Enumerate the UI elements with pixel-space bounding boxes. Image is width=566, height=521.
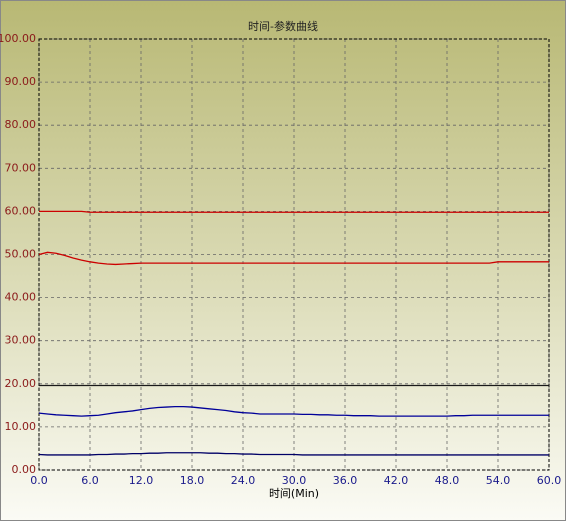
y-tick-label: 70.00: [5, 161, 37, 174]
x-tick-label: 12.0: [129, 474, 154, 487]
x-tick-label: 36.0: [333, 474, 358, 487]
series-line: [38, 405, 549, 417]
chart-title: 时间-参数曲线: [248, 19, 318, 33]
x-tick-label: 42.0: [384, 474, 409, 487]
x-axis-label: 时间(Min): [269, 487, 319, 500]
x-tick-label: 54.0: [486, 474, 511, 487]
x-tick-label: 6.0: [81, 474, 99, 487]
x-tick-label: 30.0: [282, 474, 307, 487]
y-tick-label: 10.00: [5, 420, 37, 433]
y-tick-label: 0.00: [12, 463, 37, 476]
x-tick-label: 18.0: [180, 474, 205, 487]
x-tick-label: 0.0: [30, 474, 48, 487]
y-tick-label: 50.00: [5, 248, 37, 261]
x-tick-label: 60.0: [537, 474, 562, 487]
y-tick-label: 80.00: [5, 118, 37, 131]
y-tick-label: 30.00: [5, 334, 37, 347]
y-tick-label: 20.00: [5, 377, 37, 390]
series-line: [38, 452, 549, 456]
y-tick-label: 100.00: [0, 32, 36, 45]
y-tick-label: 60.00: [5, 204, 37, 217]
y-tick-label: 90.00: [5, 75, 37, 88]
x-tick-label: 24.0: [231, 474, 256, 487]
series-line: [39, 210, 549, 213]
y-tick-label: 40.00: [5, 291, 37, 304]
x-tick-label: 48.0: [435, 474, 460, 487]
series-line: [38, 251, 549, 266]
